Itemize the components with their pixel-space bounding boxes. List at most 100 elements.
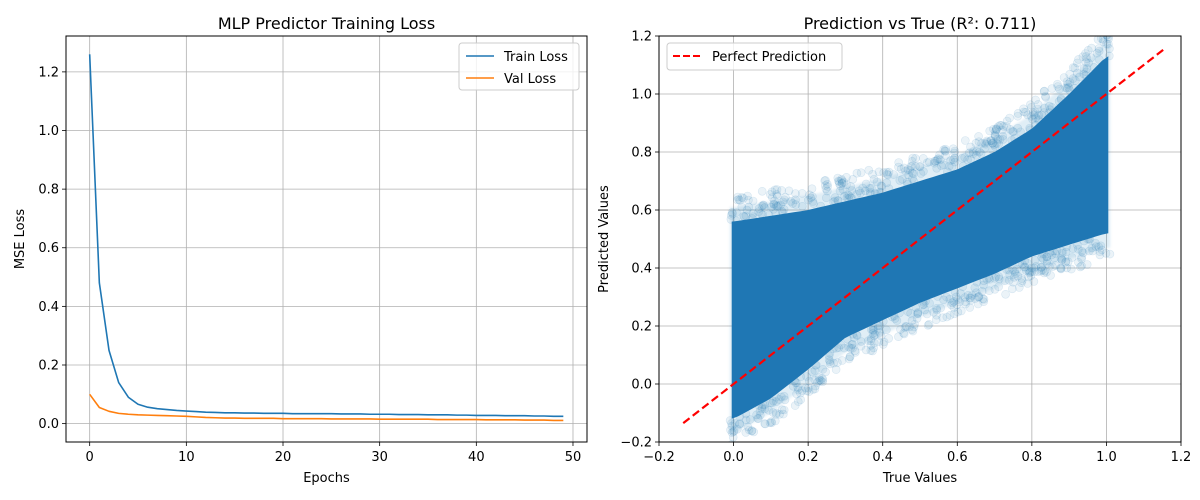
scatter-point — [1025, 268, 1034, 278]
scatter-point — [820, 176, 830, 185]
prediction-y-tick-label: 1.2 — [631, 30, 652, 45]
scatter-point — [732, 424, 742, 434]
scatter-point — [744, 425, 754, 435]
scatter-point — [992, 125, 1001, 134]
scatter-point — [990, 142, 1000, 151]
scatter-point — [764, 405, 774, 415]
scatter-point — [1094, 242, 1103, 252]
scatter-point — [1102, 36, 1112, 40]
scatter-point — [801, 383, 811, 393]
scatter-point — [820, 181, 830, 190]
scatter-point — [837, 178, 847, 188]
scatter-point — [905, 165, 915, 175]
scatter-point — [1029, 277, 1039, 286]
scatter-point — [758, 200, 768, 210]
scatter-point — [735, 419, 745, 428]
scatter-point — [780, 395, 790, 405]
scatter-point — [792, 378, 801, 388]
scatter-point — [998, 135, 1008, 144]
scatter-point — [1082, 54, 1092, 64]
scatter-point — [856, 341, 866, 351]
scatter-point — [909, 322, 919, 332]
scatter-point — [1045, 101, 1054, 111]
scatter-point — [1091, 242, 1101, 251]
scatter-point — [1056, 264, 1066, 274]
scatter-point — [1009, 127, 1018, 136]
scatter-point — [986, 136, 996, 145]
scatter-point — [806, 193, 816, 203]
scatter-point — [771, 200, 781, 210]
scatter-point — [734, 195, 744, 204]
scatter-point — [779, 405, 789, 415]
scatter-point — [877, 181, 887, 191]
scatter-point — [870, 330, 880, 339]
scatter-point — [861, 179, 871, 189]
scatter-point — [997, 121, 1006, 130]
perfect-prediction-line-group — [682, 48, 1165, 425]
scatter-point — [923, 320, 933, 330]
scatter-point — [873, 323, 883, 333]
scatter-point — [884, 334, 894, 343]
scatter-point — [815, 375, 825, 385]
scatter-point — [796, 388, 805, 398]
scatter-point — [1051, 249, 1060, 258]
scatter-point — [858, 183, 868, 193]
scatter-point — [1078, 248, 1088, 258]
scatter-point — [1014, 283, 1024, 292]
scatter-point — [1074, 257, 1083, 267]
scatter-point — [765, 190, 775, 199]
scatter-point — [821, 184, 831, 194]
scatter-point — [1065, 78, 1075, 87]
scatter-point — [894, 162, 903, 172]
scatter-point — [1058, 249, 1067, 258]
scatter-point — [896, 325, 905, 334]
scatter-point — [1104, 39, 1113, 49]
scatter-point — [781, 193, 790, 202]
scatter-point — [899, 163, 909, 173]
scatter-point — [965, 293, 975, 303]
scatter-point — [771, 410, 781, 419]
scatter-point — [974, 292, 983, 301]
scatter-point — [1013, 123, 1023, 133]
scatter-point — [1031, 113, 1041, 122]
scatter-point — [912, 314, 922, 323]
loss-legend: Train Loss Val Loss — [458, 42, 580, 91]
scatter-point — [869, 174, 879, 184]
scatter-point — [818, 377, 827, 387]
scatter-point — [1010, 267, 1020, 276]
scatter-point — [846, 343, 856, 353]
scatter-point — [757, 404, 767, 413]
scatter-point — [974, 292, 984, 301]
scatter-point — [836, 181, 845, 191]
scatter-point — [932, 164, 942, 173]
scatter-point — [814, 373, 824, 382]
scatter-point — [992, 124, 1001, 133]
scatter-point — [1057, 255, 1067, 265]
scatter-point — [986, 136, 996, 146]
scatter-point — [1013, 271, 1023, 281]
scatter-point — [1061, 83, 1071, 93]
scatter-point — [1071, 76, 1080, 85]
train-loss-line — [88, 54, 564, 418]
scatter-point — [830, 193, 840, 202]
scatter-point — [794, 385, 803, 395]
scatter-point — [902, 322, 911, 332]
scatter-point — [726, 425, 735, 435]
scatter-point — [753, 414, 763, 423]
loss-y-tick-label: 0.4 — [38, 300, 59, 315]
scatter-point — [1077, 253, 1086, 262]
scatter-point — [869, 338, 879, 348]
scatter-point — [741, 415, 751, 425]
scatter-point — [804, 376, 814, 386]
scatter-point — [770, 185, 780, 195]
scatter-point — [1068, 244, 1078, 253]
scatter-point — [1005, 125, 1015, 134]
scatter-point — [1099, 37, 1108, 47]
scatter-point — [728, 209, 737, 219]
scatter-point — [824, 355, 834, 365]
scatter-point — [908, 174, 917, 183]
scatter-point — [866, 346, 876, 355]
loss-chart-title: MLP Predictor Training Loss — [218, 14, 435, 33]
scatter-point — [1023, 279, 1032, 288]
scatter-point — [965, 303, 975, 312]
